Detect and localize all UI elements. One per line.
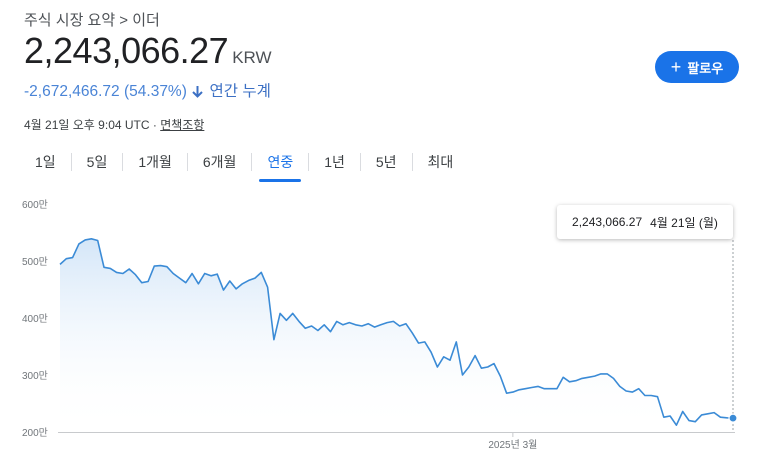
y-tick-label: 200만	[22, 427, 48, 439]
arrow-down-icon	[192, 86, 203, 98]
tab-5d[interactable]: 5일	[86, 154, 108, 170]
price-area	[60, 238, 733, 432]
y-tick-label: 600만	[22, 199, 48, 211]
timestamp: 4월 21일 오후 9:04 UTC ·	[24, 118, 161, 132]
tab-divider	[359, 153, 361, 171]
tooltip-date: 4월 21일 (월)	[650, 215, 718, 230]
change-period: 연간 누계	[209, 83, 271, 100]
range-tabs: 1일 5일 1개월 6개월 연중 1년 5년 최대	[20, 146, 468, 182]
tab-divider	[411, 153, 413, 171]
follow-button-label: 팔로우	[687, 60, 724, 76]
change-percent: (54.37%)	[123, 83, 187, 100]
price-row: 2,243,066.27 KRW	[24, 30, 272, 72]
follow-button[interactable]: + 팔로우	[655, 51, 739, 83]
breadcrumb: 주식 시장 요약 > 이더	[24, 12, 160, 29]
tab-ytd[interactable]: 연중	[252, 148, 308, 182]
tab-5y[interactable]: 5년	[375, 154, 397, 170]
tab-1y[interactable]: 1년	[324, 154, 345, 170]
plus-icon: +	[670, 57, 682, 77]
currency-label: KRW	[232, 48, 272, 67]
y-tick-label: 300만	[22, 370, 48, 382]
x-tick-label: 2025년 3월	[488, 439, 537, 451]
price-change-row: -2,672,466.72 (54.37%) 연간 누계	[24, 79, 271, 101]
tooltip-value: 2,243,066.27	[572, 215, 643, 229]
current-price: 2,243,066.27	[24, 30, 229, 71]
tab-divider	[251, 153, 253, 171]
timestamp-row: 4월 21일 오후 9:04 UTC · 면책조항	[24, 116, 204, 133]
y-tick-label: 400만	[22, 313, 48, 325]
last-point-marker	[728, 413, 738, 423]
tab-divider	[70, 153, 72, 171]
chart-tooltip: 2,243,066.27 4월 21일 (월)	[557, 205, 733, 239]
tab-divider	[122, 153, 124, 171]
y-tick-label: 500만	[22, 256, 48, 268]
tab-divider	[308, 153, 310, 171]
price-line	[59, 238, 734, 426]
tab-1m[interactable]: 1개월	[138, 154, 172, 170]
disclaimer-link[interactable]: 면책조항	[160, 118, 205, 132]
tab-divider	[186, 153, 188, 171]
tab-1d[interactable]: 1일	[35, 154, 56, 170]
tab-max[interactable]: 최대	[427, 154, 454, 170]
change-value: -2,672,466.72	[24, 83, 120, 100]
tab-6m[interactable]: 6개월	[202, 154, 237, 170]
